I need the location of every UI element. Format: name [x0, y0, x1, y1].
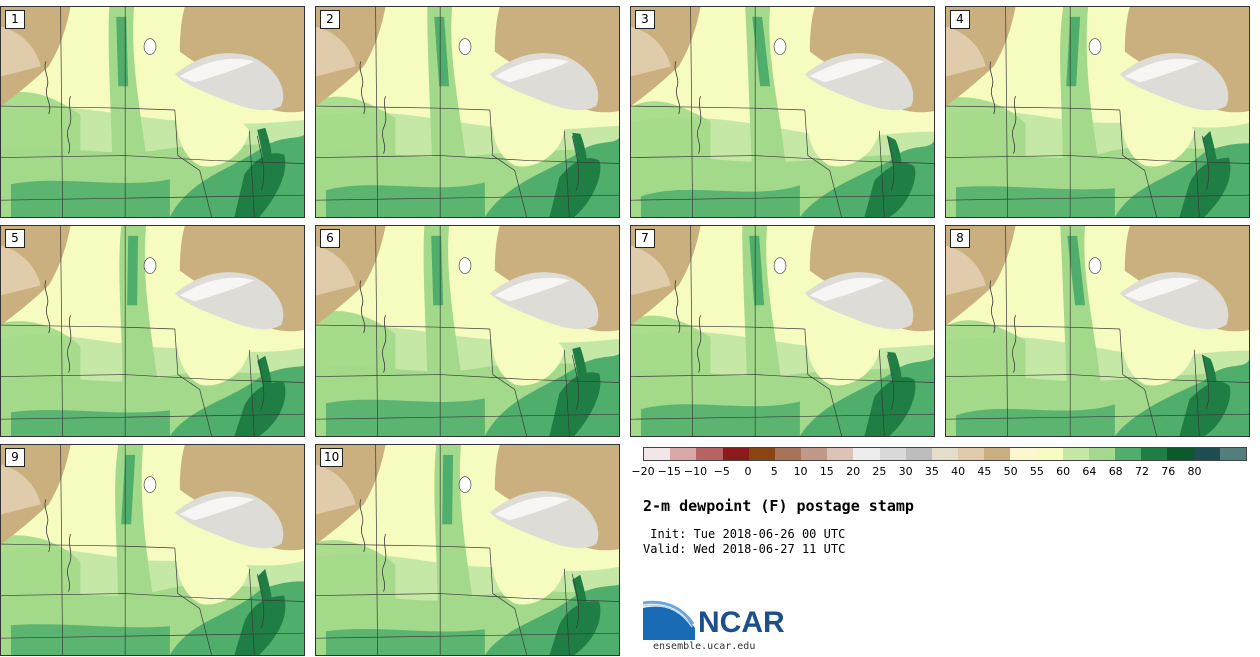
- colorbar-tick-label: 15: [819, 465, 834, 478]
- ensemble-member-panel-7[interactable]: 7: [630, 225, 935, 437]
- ensemble-member-panel-3[interactable]: 3: [630, 6, 935, 218]
- colorbar-segment: [1167, 448, 1194, 460]
- ensemble-url: ensemble.ucar.edu: [653, 641, 756, 652]
- ensemble-member-panel-1[interactable]: 1: [0, 6, 305, 218]
- colorbar-segment: [801, 448, 828, 460]
- dewpoint-map-8: [946, 226, 1249, 436]
- member-number-label: 3: [635, 10, 655, 29]
- colorbar-segment: [1010, 448, 1037, 460]
- dewpoint-map-7: [631, 226, 934, 436]
- ensemble-member-panel-5[interactable]: 5: [0, 225, 305, 437]
- colorbar-tick-label: 80: [1187, 465, 1202, 478]
- colorbar-tick-label: 20: [846, 465, 861, 478]
- colorbar-tick-label: 30: [898, 465, 913, 478]
- member-number-label: 8: [950, 229, 970, 248]
- colorbar-tick-label: 55: [1029, 465, 1044, 478]
- colorbar-segment: [827, 448, 854, 460]
- colorbar-segment: [853, 448, 880, 460]
- ensemble-member-panel-10[interactable]: 10: [315, 444, 620, 656]
- dewpoint-map-2: [316, 7, 619, 217]
- colorbar-tick-label: 25: [872, 465, 887, 478]
- colorbar-tick-label: 45: [977, 465, 992, 478]
- colorbar-tick-label: −20: [631, 465, 655, 478]
- colorbar-tick-label: 68: [1108, 465, 1123, 478]
- member-number-label: 2: [320, 10, 340, 29]
- valid-time: Valid: Wed 2018-06-27 11 UTC: [643, 542, 846, 556]
- figure-title: 2-m dewpoint (F) postage stamp: [643, 497, 914, 515]
- colorbar-tick-label: −5: [713, 465, 730, 478]
- ensemble-member-panel-4[interactable]: 4: [945, 6, 1250, 218]
- colorbar-tick-label: 5: [770, 465, 778, 478]
- colorbar-tick-label: 40: [951, 465, 966, 478]
- dewpoint-map-5: [1, 226, 304, 436]
- colorbar-segment: [1141, 448, 1168, 460]
- member-number-label: 5: [5, 229, 25, 248]
- colorbar-tick-label: 64: [1082, 465, 1097, 478]
- member-number-label: 10: [320, 448, 344, 467]
- ncar-logo-swoosh-icon: [643, 600, 695, 640]
- member-number-label: 7: [635, 229, 655, 248]
- colorbar-tick-label: 72: [1134, 465, 1149, 478]
- colorbar-segment: [905, 448, 932, 460]
- colorbar-tick-label: 35: [924, 465, 939, 478]
- colorbar-segment: [1036, 448, 1063, 460]
- colorbar-segment: [722, 448, 749, 460]
- member-number-label: 1: [5, 10, 25, 29]
- ensemble-member-panel-2[interactable]: 2: [315, 6, 620, 218]
- colorbar-segment: [644, 448, 671, 460]
- dewpoint-map-10: [316, 445, 619, 655]
- member-number-label: 4: [950, 10, 970, 29]
- colorbar-segment: [1219, 448, 1246, 460]
- colorbar-tick-label: 76: [1161, 465, 1176, 478]
- ensemble-member-panel-8[interactable]: 8: [945, 225, 1250, 437]
- colorbar-segment: [774, 448, 802, 460]
- colorbar-tick-label: −10: [683, 465, 708, 478]
- member-number-label: 6: [320, 229, 340, 248]
- colorbar-segment: [1062, 448, 1089, 460]
- dewpoint-map-9: [1, 445, 304, 655]
- dewpoint-map-1: [1, 7, 304, 217]
- colorbar-segment: [670, 448, 697, 460]
- colorbar-tick-label: 10: [793, 465, 808, 478]
- colorbar-tick-label: 0: [744, 465, 752, 478]
- colorbar-segment: [1088, 448, 1116, 460]
- colorbar-segment: [1115, 448, 1142, 460]
- colorbar-tick-label: 50: [1003, 465, 1018, 478]
- colorbar-segment: [931, 448, 959, 460]
- ensemble-member-panel-6[interactable]: 6: [315, 225, 620, 437]
- member-number-label: 9: [5, 448, 25, 467]
- colorbar-segment: [1193, 448, 1220, 460]
- colorbar-tick-label: 60: [1056, 465, 1071, 478]
- ensemble-member-panel-9[interactable]: 9: [0, 444, 305, 656]
- colorbar-tick-labels: −20 −15 −10 −5 0 5 10 15 20 25 30 35 40 45 50 55 60 64 68 7…: [631, 465, 1247, 481]
- colorbar-segment: [879, 448, 906, 460]
- ncar-logo-text: NCAR: [698, 606, 785, 639]
- dewpoint-map-6: [316, 226, 619, 436]
- dewpoint-map-3: [631, 7, 934, 217]
- dewpoint-map-4: [946, 7, 1249, 217]
- colorbar-tick-label: −15: [657, 465, 681, 478]
- colorbar-segment: [696, 448, 723, 460]
- colorbar-segment: [984, 448, 1011, 460]
- init-time: Init: Tue 2018-06-26 00 UTC: [643, 527, 846, 541]
- colorbar-segment: [748, 448, 775, 460]
- colorbar-segment: [958, 448, 985, 460]
- dewpoint-colorbar: [643, 447, 1247, 461]
